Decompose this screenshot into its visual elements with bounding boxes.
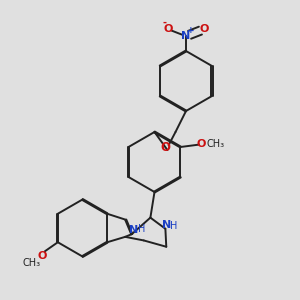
Text: O: O [160, 141, 170, 154]
Text: O: O [37, 251, 46, 261]
Text: +: + [187, 26, 194, 35]
Text: O: O [199, 24, 209, 34]
Text: CH₃: CH₃ [23, 258, 41, 268]
Text: H: H [170, 221, 178, 231]
Text: N: N [162, 220, 172, 230]
Text: N: N [182, 31, 190, 41]
Text: H: H [138, 224, 145, 234]
Text: -: - [162, 18, 167, 28]
Text: CH₃: CH₃ [207, 139, 225, 149]
Text: O: O [196, 139, 206, 149]
Text: N: N [129, 225, 138, 235]
Text: O: O [163, 24, 173, 34]
